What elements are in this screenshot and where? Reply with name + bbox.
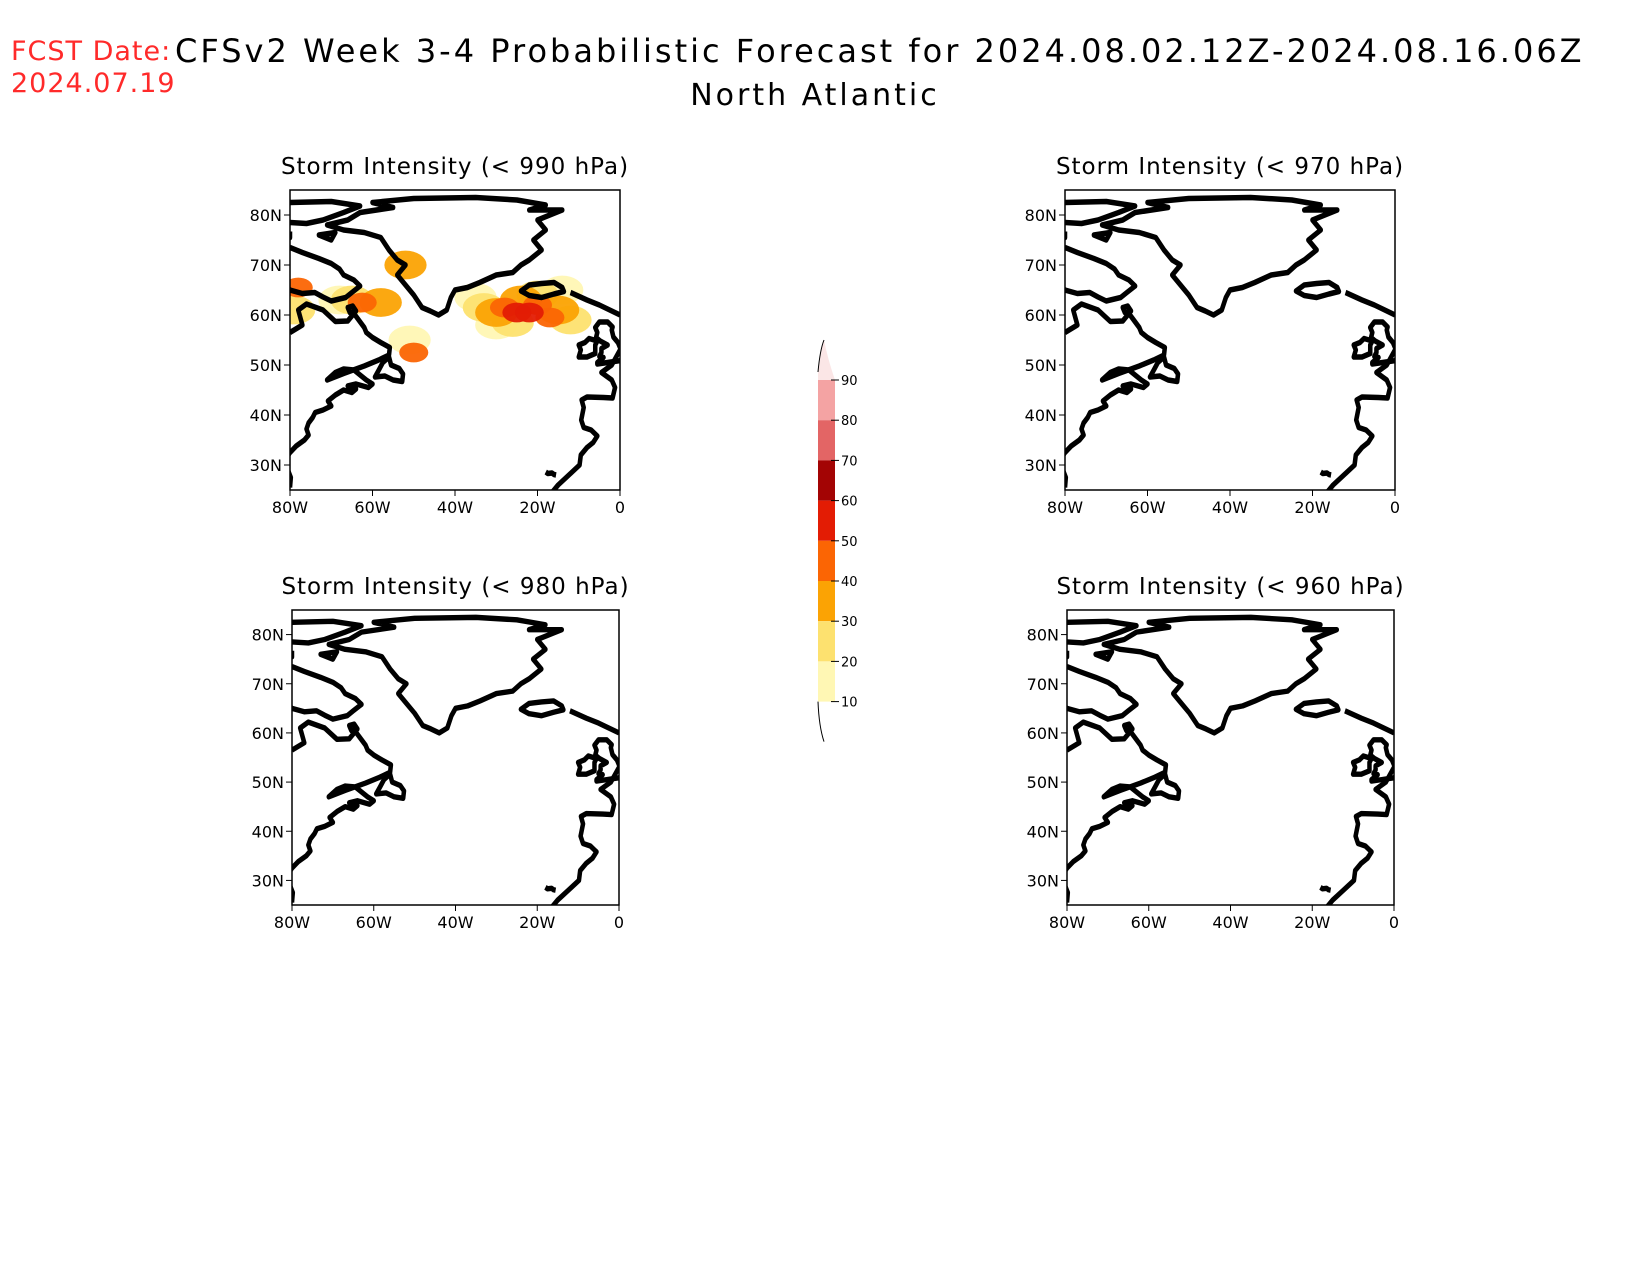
lat-tick-label: 70N xyxy=(252,675,284,694)
colorbar-top-cap xyxy=(818,340,835,380)
fcst-date-value: 2024.07.19 xyxy=(11,68,176,99)
lat-tick-label: 80N xyxy=(1025,206,1057,225)
colorbar-swatch xyxy=(818,460,835,501)
colorbar-swatch xyxy=(818,380,835,421)
colorbar-label: 40 xyxy=(841,575,858,590)
colorbar-label: 50 xyxy=(841,535,858,550)
colorbar-label: 80 xyxy=(841,414,858,429)
panel-title: Storm Intensity (< 970 hPa) xyxy=(1056,154,1404,180)
lat-tick-label: 50N xyxy=(252,773,284,792)
lat-tick-label: 60N xyxy=(1027,724,1059,743)
panel-title: Storm Intensity (< 980 hPa) xyxy=(281,574,629,600)
panel-title: Storm Intensity (< 960 hPa) xyxy=(1056,574,1404,600)
coastline xyxy=(251,617,625,910)
colorbar-label: 30 xyxy=(841,615,858,630)
lon-tick-label: 40W xyxy=(1212,913,1248,932)
lon-tick-label: 80W xyxy=(1047,498,1083,517)
lon-tick-label: 60W xyxy=(356,913,392,932)
lon-tick-label: 0 xyxy=(1389,913,1399,932)
colorbar-swatch xyxy=(818,661,835,702)
coastline xyxy=(1024,198,1401,496)
coastline xyxy=(1026,617,1400,910)
region-subtitle: North Atlantic xyxy=(690,78,940,113)
lon-tick-label: 20W xyxy=(519,498,555,517)
lat-tick-label: 80N xyxy=(252,626,284,645)
lat-tick-label: 70N xyxy=(250,256,282,275)
lon-tick-label: 60W xyxy=(1131,913,1167,932)
map-frame xyxy=(289,189,621,491)
lat-tick-label: 80N xyxy=(1027,626,1059,645)
lat-tick-label: 40N xyxy=(1027,822,1059,841)
lon-tick-label: 20W xyxy=(1294,913,1330,932)
colorbar-label: 60 xyxy=(841,495,858,510)
lat-tick-label: 70N xyxy=(1025,256,1057,275)
lon-tick-label: 20W xyxy=(519,913,555,932)
panel-title: Storm Intensity (< 990 hPa) xyxy=(281,154,629,180)
colorbar-label: 70 xyxy=(841,454,858,469)
lon-tick-label: 40W xyxy=(437,913,473,932)
lat-tick-label: 30N xyxy=(252,871,284,890)
fcst-date-label: FCST Date: xyxy=(11,36,172,67)
colorbar-swatch xyxy=(818,540,835,581)
map-frame xyxy=(1066,609,1395,906)
lat-tick-label: 50N xyxy=(250,356,282,375)
lat-tick-label: 40N xyxy=(1025,406,1057,425)
colorbar-swatch xyxy=(818,581,835,622)
colorbar-swatch xyxy=(818,621,835,662)
lon-tick-label: 40W xyxy=(1212,498,1248,517)
lat-tick-label: 60N xyxy=(250,306,282,325)
lon-tick-label: 60W xyxy=(354,498,390,517)
colorbar-bottom-cap xyxy=(817,701,825,742)
map-panel-p960: Storm Intensity (< 960 hPa) 80N 70N 60N 50N 4… xyxy=(1026,574,1404,932)
probability-cell xyxy=(399,342,429,363)
lon-tick-label: 0 xyxy=(614,913,624,932)
lat-tick-label: 70N xyxy=(1027,675,1059,694)
map-panel-p990: Storm Intensity (< 990 hPa) 80N 70N 60N 50N 4… xyxy=(249,154,629,517)
lat-tick-label: 30N xyxy=(1025,456,1057,475)
map-frame xyxy=(291,609,620,906)
lat-tick-label: 30N xyxy=(250,456,282,475)
lat-tick-label: 40N xyxy=(250,406,282,425)
colorbar-swatch xyxy=(818,500,835,541)
lon-tick-label: 80W xyxy=(272,498,308,517)
lat-tick-label: 50N xyxy=(1025,356,1057,375)
lat-tick-label: 30N xyxy=(1027,871,1059,890)
colorbar-swatch xyxy=(818,420,835,461)
lat-tick-label: 40N xyxy=(252,822,284,841)
map-frame xyxy=(1064,189,1396,491)
colorbar-label: 20 xyxy=(841,655,858,670)
lon-tick-label: 60W xyxy=(1129,498,1165,517)
lon-tick-label: 0 xyxy=(1390,498,1400,517)
lat-tick-label: 60N xyxy=(252,724,284,743)
probability-cell xyxy=(502,302,532,323)
lon-tick-label: 20W xyxy=(1294,498,1330,517)
colorbar-label: 90 xyxy=(841,374,858,389)
coastline xyxy=(249,198,626,496)
map-panel-p980: Storm Intensity (< 980 hPa) 80N 70N 60N 50N 4… xyxy=(251,574,629,932)
colorbar-label: 10 xyxy=(841,696,858,711)
lon-tick-label: 80W xyxy=(1049,913,1085,932)
page-title: CFSv2 Week 3-4 Probabilistic Forecast fo… xyxy=(175,32,1585,70)
lat-tick-label: 50N xyxy=(1027,773,1059,792)
lon-tick-label: 40W xyxy=(437,498,473,517)
colorbar: 10 20 30 40 50 60 70 80 90 xyxy=(817,339,858,742)
lon-tick-label: 0 xyxy=(615,498,625,517)
map-panel-p970: Storm Intensity (< 970 hPa) 80N 70N 60N 50N 4… xyxy=(1024,154,1404,517)
lat-tick-label: 80N xyxy=(250,206,282,225)
lon-tick-label: 80W xyxy=(274,913,310,932)
lat-tick-label: 60N xyxy=(1025,306,1057,325)
